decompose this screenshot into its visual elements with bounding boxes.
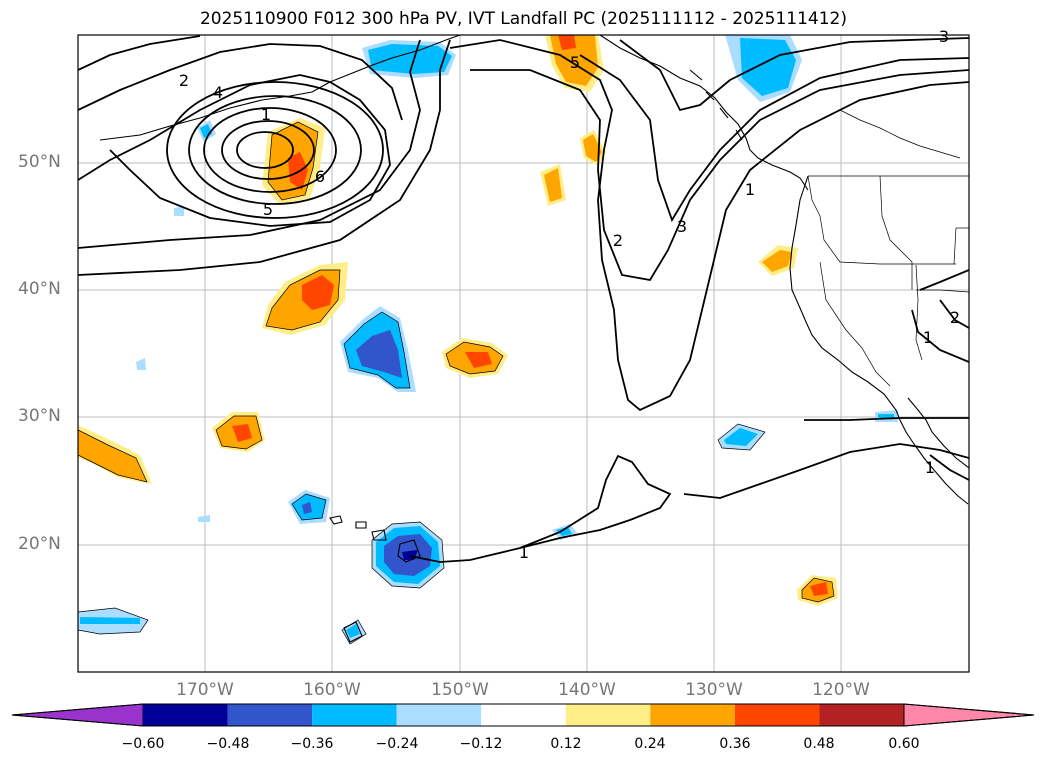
longitude-label-150w: 150°W: [431, 680, 489, 700]
colorbar-segment: [227, 704, 313, 726]
ivt-shading: [78, 35, 898, 644]
colorbar-segment: [819, 704, 904, 726]
longitude-label-160w: 160°W: [303, 680, 361, 700]
latitude-label-50n: 50°N: [18, 152, 61, 172]
colorbar-tick-label: −0.24: [375, 736, 419, 752]
latitude-label-30n: 30°N: [18, 406, 61, 426]
longitude-label-170w: 170°W: [176, 680, 234, 700]
contour-label: 2: [950, 308, 960, 327]
colorbar-tick-label: 0.24: [634, 736, 666, 752]
colorbar-segment: [565, 704, 651, 726]
longitude-label-120w: 120°W: [812, 680, 870, 700]
colorbar-tick-label: 0.36: [719, 736, 751, 752]
contour-label: 1: [519, 543, 529, 562]
colorbar-tick-label: −0.48: [206, 736, 250, 752]
contour-label: 1: [925, 458, 935, 477]
contour-label: 3: [677, 217, 687, 236]
contour-label: 5: [570, 53, 580, 72]
longitude-label-140w: 140°W: [558, 680, 616, 700]
colorbar-segment: [396, 704, 482, 726]
contour-label: 2: [179, 71, 189, 90]
contour-label: 5: [263, 200, 273, 219]
colorbar-segment: [734, 704, 820, 726]
colorbar-tick-label: 0.12: [550, 736, 582, 752]
political-borders: [807, 109, 969, 387]
contour-label: 2: [613, 231, 623, 250]
colorbar-tick-label: −0.12: [459, 736, 503, 752]
colorbar-tick-label: −0.36: [290, 736, 334, 752]
contour-label: 1: [745, 180, 755, 199]
colorbar-extend-max: [903, 703, 1035, 727]
contour-label: 4: [213, 83, 223, 102]
contour-label: 3: [939, 27, 949, 46]
colorbar-tick-label: 0.48: [803, 736, 835, 752]
colorbar-extend-min: [11, 703, 144, 727]
latitude-label-40n: 40°N: [18, 279, 61, 299]
colorbar-outline: [11, 703, 1035, 727]
colorbar-segment: [143, 704, 228, 726]
colorbar: [11, 703, 1035, 727]
map-area: [78, 35, 969, 672]
contour-label: 1: [261, 105, 271, 124]
colorbar-segment: [312, 704, 397, 726]
longitude-label-130w: 130°W: [685, 680, 743, 700]
contour-labels: 2 4 1 5 6 5 2 3 1 1 1 1 2 3: [179, 27, 960, 562]
pv-contours: [78, 35, 969, 563]
colorbar-segment: [481, 704, 566, 726]
map-border: [77, 34, 970, 673]
latitude-label-20n: 20°N: [18, 534, 61, 554]
contour-label: 6: [315, 167, 325, 186]
colorbar-tick-label: −0.60: [121, 736, 165, 752]
colorbar-segment: [650, 704, 735, 726]
coastlines: [99, 35, 969, 643]
colorbar-tick-label: 0.60: [888, 736, 920, 752]
contour-label: 1: [923, 328, 933, 347]
ivt-outlines: [78, 121, 835, 645]
map-title: 2025110900 F012 300 hPa PV, IVT Landfall…: [199, 9, 847, 29]
